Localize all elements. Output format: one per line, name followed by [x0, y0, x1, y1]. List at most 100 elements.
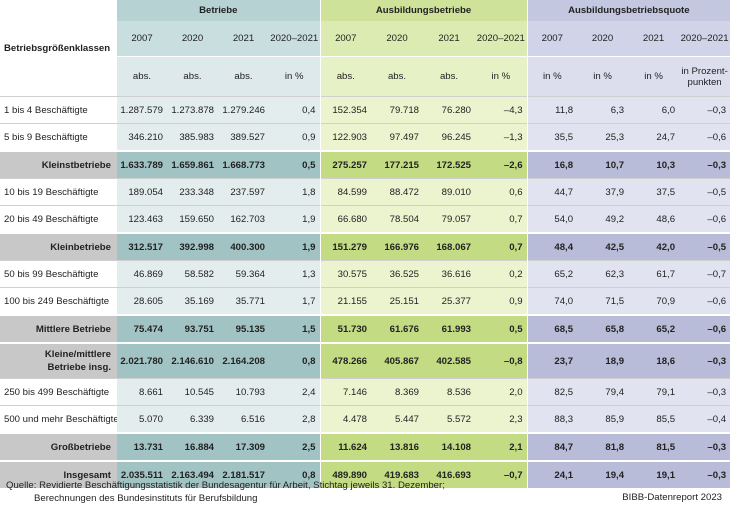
table-cell: 95.135 — [218, 314, 269, 343]
table-cell: –0,6 — [679, 314, 730, 343]
table-cell: 81,8 — [577, 432, 629, 461]
table-cell: 42,5 — [577, 232, 629, 261]
table-cell: 25.377 — [423, 287, 476, 315]
table-cell: –0,3 — [679, 378, 730, 406]
table-cell: 51.730 — [319, 314, 372, 343]
table-cell: 405.867 — [371, 342, 424, 379]
table-cell: 2.164.208 — [218, 342, 269, 379]
table-cell: 89.010 — [423, 178, 476, 206]
table-cell: 35.771 — [218, 287, 269, 315]
table-cell: 2.146.610 — [167, 342, 218, 379]
year-header: 2020–2021 — [269, 21, 321, 57]
table-row: 100 bis 249 Beschäftigte 28.605 35.169 35.7… — [0, 287, 730, 315]
table-cell: 166.976 — [371, 232, 424, 261]
table-cell: 5.447 — [371, 405, 424, 433]
table-cell: 16,8 — [526, 150, 578, 179]
table-cell: 1.279.246 — [218, 96, 269, 124]
table-cell: 70,9 — [628, 287, 680, 315]
table-cell: –0,3 — [679, 96, 730, 124]
year-header: 2007 — [319, 21, 372, 57]
table-cell: 400.300 — [218, 232, 269, 261]
table-cell: 97.497 — [371, 123, 424, 151]
table-cell: 11,8 — [526, 96, 578, 124]
subtotal-row: Mittlere Betriebe 75.474 93.751 95.135 1,5 51… — [0, 314, 730, 343]
table-cell: 18,6 — [628, 342, 680, 379]
table-cell: 75.474 — [117, 314, 167, 343]
table-cell: 0,5 — [269, 150, 321, 179]
year-header: 2020–2021 — [679, 21, 730, 57]
source-line-2: Berechnungen des Bundesinstituts für Ber… — [34, 493, 258, 504]
table-cell: 2,5 — [269, 432, 321, 461]
row-label: Großbetriebe — [0, 432, 117, 461]
table-cell: 1,8 — [269, 178, 321, 206]
source-line-1: Quelle: Revidierte Beschäftigungsstatist… — [6, 480, 445, 491]
row-label: 500 und mehr Beschäftigte — [0, 405, 117, 433]
year-header: 2021 — [628, 21, 680, 57]
data-table: Betriebsgrößenklassen Betriebe Ausbildun… — [0, 0, 730, 488]
table-cell: 2.035.511 — [117, 460, 167, 488]
table-cell: 1.273.878 — [167, 96, 218, 124]
table-cell: 84.599 — [319, 178, 372, 206]
table-cell: 1.668.773 — [218, 150, 269, 179]
table-cell: 2.021.780 — [117, 342, 167, 379]
table-cell: 21.155 — [319, 287, 372, 315]
table-cell: 37,5 — [628, 178, 680, 206]
table-cell: 2,4 — [269, 378, 321, 406]
year-header: 2007 — [526, 21, 578, 57]
table-cell: 24,7 — [628, 123, 680, 151]
table-cell: 74,0 — [526, 287, 578, 315]
row-label: 5 bis 9 Beschäftigte — [0, 123, 117, 151]
table-cell: 8.661 — [117, 378, 167, 406]
table-row: 5 bis 9 Beschäftigte 346.210 385.983 389.52… — [0, 123, 730, 151]
table-cell: 172.525 — [423, 150, 476, 179]
table-cell: 159.650 — [167, 205, 218, 233]
unit-header: in % — [577, 56, 629, 97]
table-cell: 6.516 — [218, 405, 269, 433]
unit-header: abs. — [167, 56, 218, 97]
table-cell: 5.070 — [117, 405, 167, 433]
table-cell: 1,3 — [269, 260, 321, 288]
table-cell: –0,3 — [679, 460, 730, 488]
table-cell: 1,7 — [269, 287, 321, 315]
table-cell: 35.169 — [167, 287, 218, 315]
row-label: 10 bis 19 Beschäftigte — [0, 178, 117, 206]
table-cell: 88.472 — [371, 178, 424, 206]
subtotal-row: Insgesamt 2.035.511 2.163.494 2.181.517 0,8 4… — [0, 460, 730, 488]
table-cell: 8.536 — [423, 378, 476, 406]
table-cell: 346.210 — [117, 123, 167, 151]
unit-header: in % — [628, 56, 680, 97]
unit-header: in % — [269, 56, 321, 97]
table-cell: –1,3 — [475, 123, 528, 151]
table-cell: 54,0 — [526, 205, 578, 233]
table-cell: 58.582 — [167, 260, 218, 288]
subtotal-row: Kleinbetriebe 312.517 392.998 400.300 1,9 151… — [0, 232, 730, 261]
table-row: 10 bis 19 Beschäftigte 189.054 233.348 237.… — [0, 178, 730, 206]
unit-header: abs. — [423, 56, 476, 97]
table-cell: 81,5 — [628, 432, 680, 461]
year-header: 2020 — [167, 21, 218, 57]
table-cell: 59.364 — [218, 260, 269, 288]
table-row: 500 und mehr Beschäftigte 5.070 6.339 6.516… — [0, 405, 730, 433]
table-cell: –0,7 — [679, 260, 730, 288]
row-label: 100 bis 249 Beschäftigte — [0, 287, 117, 315]
table-cell: 10,3 — [628, 150, 680, 179]
table-cell: 6,0 — [628, 96, 680, 124]
table-cell: 82,5 — [526, 378, 578, 406]
table-cell: –0,3 — [679, 150, 730, 179]
table-cell: 2.163.494 — [167, 460, 218, 488]
year-header: 2021 — [218, 21, 269, 57]
table-cell: 79,4 — [577, 378, 629, 406]
table-row: 20 bis 49 Beschäftigte 123.463 159.650 162.… — [0, 205, 730, 233]
table-cell: 79.718 — [371, 96, 424, 124]
table-cell: 1,5 — [269, 314, 321, 343]
table-cell: 2,1 — [475, 432, 528, 461]
table-cell: 2,0 — [475, 378, 528, 406]
table-cell: 312.517 — [117, 232, 167, 261]
row-label: 250 bis 499 Beschäftigte — [0, 378, 117, 406]
table-cell: 37,9 — [577, 178, 629, 206]
table-cell: 0,9 — [269, 123, 321, 151]
table-cell: 68,5 — [526, 314, 578, 343]
table-cell: 10,7 — [577, 150, 629, 179]
table-cell: 76.280 — [423, 96, 476, 124]
